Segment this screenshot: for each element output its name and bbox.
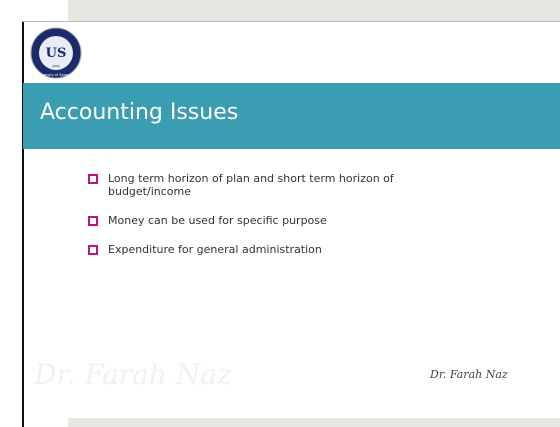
author: Dr. Farah Naz: [430, 368, 508, 381]
logo-initials: US: [46, 46, 67, 61]
logo-name: University of Sargodha: [36, 73, 76, 77]
bullet: Long term horizon of plan and short term…: [88, 172, 468, 198]
top-bar: [68, 0, 560, 22]
watermark: Dr. Farah Naz: [34, 358, 232, 391]
left-border: [22, 22, 24, 427]
bullet-list: Long term horizon of plan and short term…: [88, 172, 468, 272]
logo: US 2002 University of Sargodha: [30, 27, 82, 79]
bullet: Expenditure for general administration: [88, 243, 468, 256]
top-line: [22, 21, 560, 22]
title-band: [23, 83, 560, 149]
bullet: Money can be used for specific purpose: [88, 214, 468, 227]
logo-year: 2002: [52, 64, 60, 68]
bottom-bar: [68, 418, 560, 427]
slide-title: Accounting Issues: [40, 100, 239, 125]
